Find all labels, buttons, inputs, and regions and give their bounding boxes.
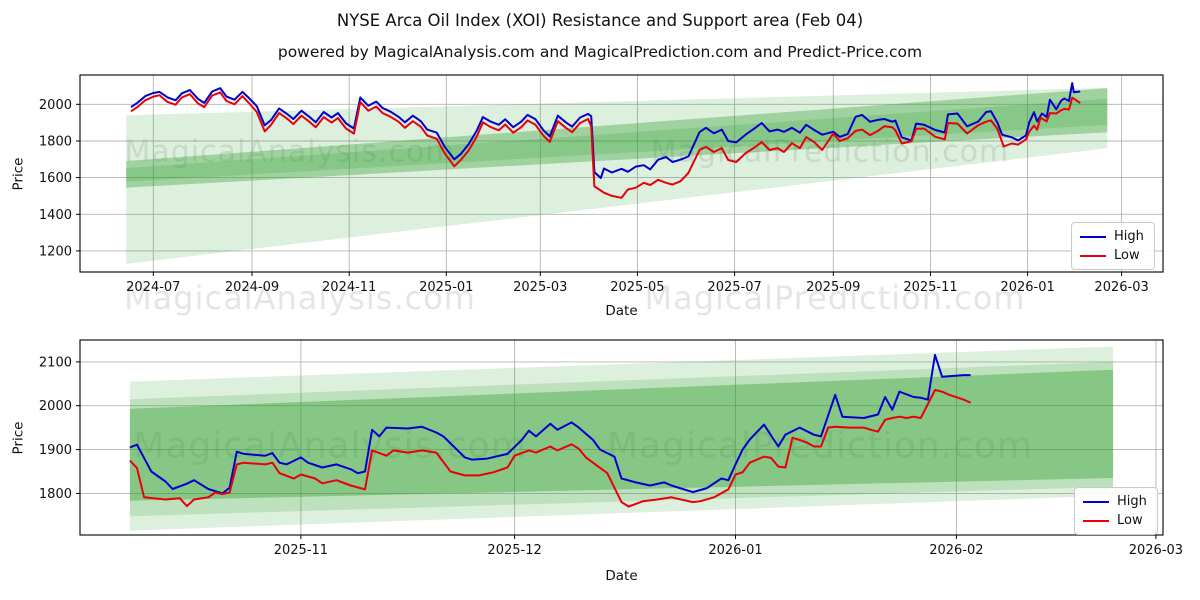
low-line-swatch-icon xyxy=(1080,254,1106,257)
high-line xyxy=(130,82,1081,179)
y-tick-label: 1800 xyxy=(39,135,72,150)
support-resistance-band xyxy=(126,87,1108,264)
x-tick-label: 2026-01 xyxy=(708,543,762,558)
legend-label-high: High xyxy=(1114,229,1144,244)
top-legend[interactable]: High Low xyxy=(1071,222,1155,270)
y-tick-label: 1800 xyxy=(39,487,72,502)
high-line-swatch-icon xyxy=(1080,235,1106,238)
y-tick-label: 2100 xyxy=(39,355,72,370)
support-resistance-band xyxy=(126,98,1108,182)
x-tick-label: 2025-12 xyxy=(487,543,541,558)
legend-label-high: High xyxy=(1117,494,1147,509)
chart-subtitle: powered by MagicalAnalysis.com and Magic… xyxy=(277,43,923,61)
legend-item-high: High xyxy=(1083,492,1149,511)
support-resistance-band xyxy=(129,369,1114,501)
x-tick-label: 2025-07 xyxy=(707,280,761,295)
bottom-legend[interactable]: High Low xyxy=(1074,487,1158,535)
watermark-analysis-top: MagicalAnalysis.com xyxy=(124,134,456,170)
x-tick-label: 2025-09 xyxy=(806,280,860,295)
low-line-swatch-icon xyxy=(1083,519,1109,522)
x-tick-label: 2026-01 xyxy=(1000,280,1054,295)
x-tick-label: 2025-01 xyxy=(419,280,473,295)
bottom-y-axis-label: Price xyxy=(10,421,27,455)
y-tick-label: 2000 xyxy=(39,399,72,414)
low-line xyxy=(130,91,1081,199)
x-tick-label: 2025-11 xyxy=(903,280,957,295)
x-tick-label: 2026-03 xyxy=(1129,543,1183,558)
x-tick-label: 2025-05 xyxy=(610,280,664,295)
x-tick-label: 2024-09 xyxy=(225,280,279,295)
y-tick-label: 1600 xyxy=(39,171,72,186)
bottom-x-axis-label: Date xyxy=(605,568,638,584)
x-tick-label: 2026-02 xyxy=(929,543,983,558)
high-line-swatch-icon xyxy=(1083,500,1109,503)
legend-item-low: Low xyxy=(1080,246,1146,265)
watermark-prediction-middle: MagicalPrediction.com xyxy=(644,279,1026,317)
plot-border xyxy=(79,74,1164,273)
x-tick-label: 2025-03 xyxy=(513,280,567,295)
top-y-axis-label: Price xyxy=(10,157,27,191)
y-tick-label: 1900 xyxy=(39,443,72,458)
support-resistance-band xyxy=(126,88,1108,188)
legend-item-low: Low xyxy=(1083,511,1149,530)
x-tick-label: 2026-03 xyxy=(1094,280,1148,295)
support-resistance-band xyxy=(129,346,1114,531)
watermark-analysis-middle: MagicalAnalysis.com xyxy=(124,279,476,317)
y-tick-label: 2000 xyxy=(39,98,72,113)
x-tick-label: 2025-11 xyxy=(274,543,328,558)
x-tick-label: 2024-11 xyxy=(322,280,376,295)
y-tick-label: 1200 xyxy=(39,244,72,259)
top-x-axis-label: Date xyxy=(605,303,638,319)
x-tick-label: 2024-07 xyxy=(126,280,180,295)
low-line xyxy=(129,389,972,508)
high-line xyxy=(129,353,971,495)
plot-border xyxy=(79,339,1164,536)
support-resistance-band xyxy=(129,361,1114,517)
watermark-analysis-bottom: MagicalAnalysis.com xyxy=(133,425,527,467)
y-tick-label: 1400 xyxy=(39,208,72,223)
legend-item-high: High xyxy=(1080,227,1146,246)
legend-label-low: Low xyxy=(1114,248,1140,263)
legend-label-low: Low xyxy=(1117,513,1143,528)
chart-title: NYSE Arca Oil Index (XOI) Resistance and… xyxy=(336,11,864,30)
